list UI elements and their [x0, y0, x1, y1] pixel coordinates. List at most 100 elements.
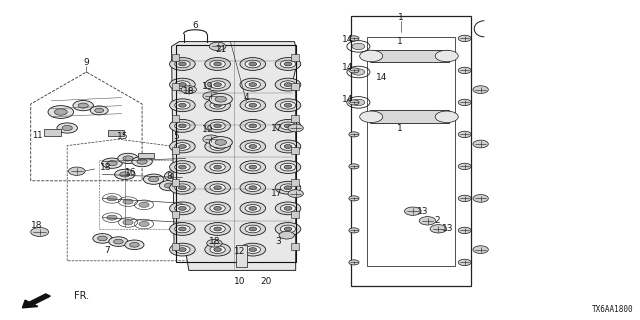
Circle shape: [109, 237, 128, 246]
Bar: [291, 54, 299, 61]
Circle shape: [275, 78, 301, 91]
Circle shape: [245, 184, 260, 192]
Circle shape: [215, 96, 227, 102]
Circle shape: [245, 204, 260, 212]
Circle shape: [73, 100, 93, 111]
Circle shape: [179, 186, 186, 190]
Circle shape: [170, 119, 195, 132]
Text: 2: 2: [435, 216, 440, 225]
Circle shape: [170, 99, 195, 112]
Circle shape: [288, 190, 303, 197]
Circle shape: [179, 83, 186, 86]
Bar: [291, 243, 299, 250]
Circle shape: [249, 83, 257, 86]
Bar: [99, 160, 198, 229]
Circle shape: [179, 124, 186, 128]
Circle shape: [175, 246, 190, 253]
Circle shape: [205, 58, 230, 70]
Bar: [108, 130, 124, 136]
Circle shape: [179, 62, 186, 66]
Circle shape: [352, 69, 365, 75]
Circle shape: [175, 225, 190, 233]
Circle shape: [473, 195, 488, 202]
Bar: [172, 147, 179, 154]
Bar: [367, 37, 455, 266]
Circle shape: [170, 58, 195, 70]
Bar: [176, 45, 296, 262]
Text: 10: 10: [234, 277, 246, 286]
Circle shape: [435, 50, 458, 62]
Circle shape: [210, 81, 225, 88]
Circle shape: [170, 78, 195, 91]
Circle shape: [68, 167, 85, 175]
Circle shape: [430, 225, 447, 233]
Circle shape: [210, 184, 225, 192]
Circle shape: [214, 62, 221, 66]
Circle shape: [245, 163, 260, 171]
Circle shape: [170, 243, 195, 256]
Circle shape: [90, 106, 108, 115]
Circle shape: [205, 119, 230, 132]
Circle shape: [349, 164, 359, 169]
Bar: [291, 83, 299, 90]
Circle shape: [473, 246, 488, 253]
Text: 17: 17: [271, 189, 282, 198]
Circle shape: [458, 195, 471, 202]
Circle shape: [240, 161, 266, 173]
Circle shape: [181, 86, 196, 93]
Circle shape: [93, 234, 112, 243]
Text: 18: 18: [209, 237, 220, 246]
Circle shape: [205, 140, 230, 153]
Circle shape: [458, 67, 471, 74]
Text: 3: 3: [276, 237, 281, 246]
Circle shape: [284, 227, 292, 231]
Circle shape: [210, 143, 225, 150]
Circle shape: [205, 243, 230, 256]
Circle shape: [360, 50, 383, 62]
Circle shape: [179, 206, 186, 210]
Circle shape: [240, 140, 266, 153]
Circle shape: [210, 246, 225, 253]
Circle shape: [279, 231, 294, 239]
Circle shape: [245, 101, 260, 109]
Text: TX6AA1800: TX6AA1800: [592, 305, 634, 314]
Circle shape: [284, 186, 292, 190]
Bar: [236, 245, 247, 267]
Circle shape: [214, 145, 221, 148]
Circle shape: [275, 161, 301, 173]
Circle shape: [249, 248, 257, 252]
Circle shape: [458, 163, 471, 170]
Circle shape: [280, 163, 296, 171]
Circle shape: [404, 207, 421, 215]
Circle shape: [284, 124, 292, 128]
Circle shape: [284, 83, 292, 86]
Circle shape: [349, 260, 359, 265]
Circle shape: [249, 227, 257, 231]
Circle shape: [170, 173, 182, 179]
Circle shape: [275, 202, 301, 215]
Bar: [44, 129, 61, 136]
Text: 1: 1: [397, 124, 403, 132]
Circle shape: [102, 158, 122, 168]
Text: 21: 21: [215, 45, 227, 54]
Circle shape: [280, 204, 296, 212]
Circle shape: [360, 111, 383, 123]
Circle shape: [205, 161, 230, 173]
Circle shape: [419, 217, 436, 225]
Circle shape: [107, 161, 117, 166]
Text: 19: 19: [202, 82, 214, 91]
Circle shape: [203, 135, 220, 143]
Circle shape: [129, 243, 140, 247]
Circle shape: [170, 161, 195, 173]
Bar: [172, 115, 179, 122]
Text: 5: 5: [173, 132, 179, 140]
Circle shape: [115, 169, 135, 180]
Circle shape: [240, 119, 266, 132]
Circle shape: [214, 227, 221, 231]
Circle shape: [205, 78, 230, 91]
Circle shape: [275, 140, 301, 153]
Circle shape: [284, 145, 292, 148]
Circle shape: [210, 163, 225, 171]
Circle shape: [284, 206, 292, 210]
Text: 9: 9: [84, 58, 89, 67]
